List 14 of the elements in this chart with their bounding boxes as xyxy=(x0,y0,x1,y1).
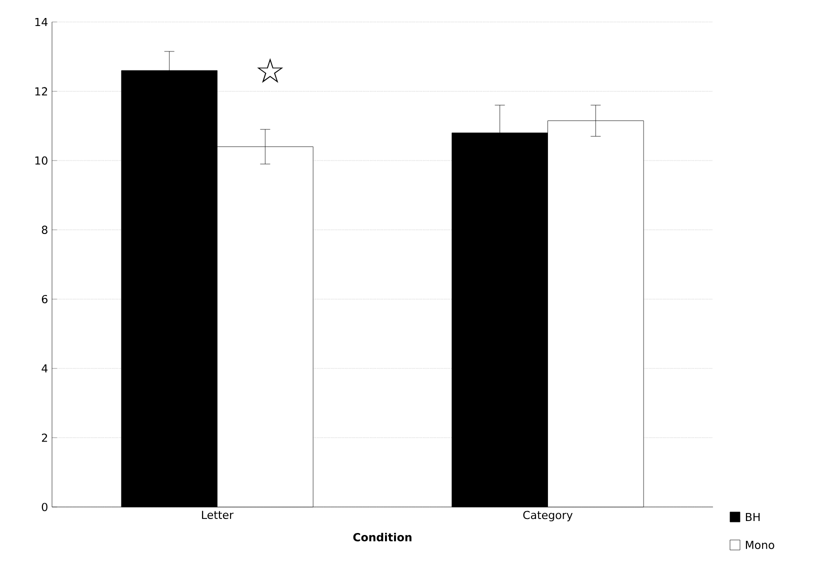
x-tick-label: Category xyxy=(523,510,573,522)
x-tick-label: Letter xyxy=(202,510,234,520)
y-tick-label: 8 xyxy=(42,226,48,234)
y-tick-label: 0 xyxy=(42,502,48,512)
y-tick-label: 12 xyxy=(35,87,48,96)
y-tick-label: 6 xyxy=(42,294,48,304)
y-tick-label: 2 xyxy=(42,434,48,442)
y-tick-label: 10 xyxy=(35,156,48,165)
x-axis-title: Condition xyxy=(353,532,412,542)
legend-label: Mono xyxy=(746,540,774,550)
y-tick-label: 14 xyxy=(35,18,48,26)
legend-label: BH xyxy=(746,512,760,521)
annotation: ☆ xyxy=(257,58,284,83)
y-tick-label: 4 xyxy=(42,364,48,372)
